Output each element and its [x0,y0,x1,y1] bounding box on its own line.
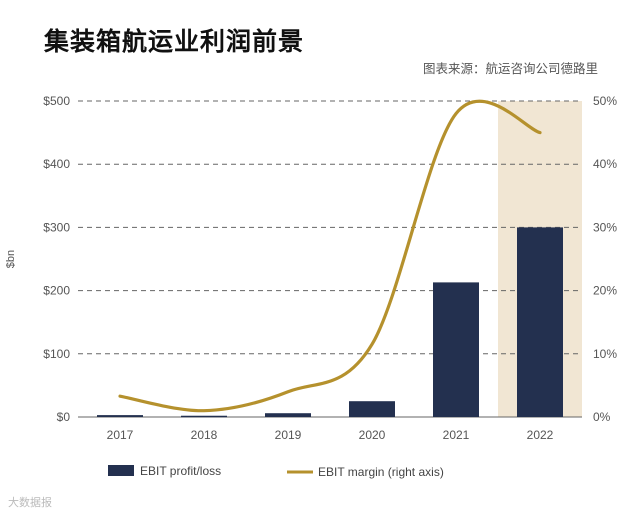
legend-bar-label: EBIT profit/loss [140,464,221,478]
y-tick-label: $0 [57,410,71,424]
bar [517,227,563,417]
y2-tick-label: 50% [593,94,617,108]
bar [97,415,143,417]
x-tick-label: 2021 [443,428,470,442]
watermark: 大数据报 [8,496,52,509]
y-tick-label: $300 [43,220,70,234]
legend-bar-swatch [108,465,134,476]
x-tick-label: 2022 [527,428,554,442]
y2-tick-label: 10% [593,347,617,361]
legend-line-label: EBIT margin (right axis) [318,465,444,479]
x-tick-label: 2019 [275,428,302,442]
source-note: 图表来源：航运咨询公司德路里 [423,61,599,76]
y-tick-label: $400 [43,157,70,171]
y-tick-label: $500 [43,94,70,108]
y2-tick-label: 20% [593,284,617,298]
margin-line [118,99,542,413]
y2-tick-label: 40% [593,157,617,171]
y-axis-label: $bn [5,250,17,268]
bar [349,401,395,417]
x-tick-label: 2020 [359,428,386,442]
page-title: 集装箱航运业利润前景 [44,27,305,56]
y2-tick-label: 30% [593,220,617,234]
bar [433,282,479,417]
y-tick-label: $100 [43,347,70,361]
bar [265,413,311,417]
x-tick-label: 2017 [107,428,134,442]
x-tick-label: 2018 [191,428,218,442]
y2-tick-label: 0% [593,410,611,424]
y-tick-label: $200 [43,284,70,298]
bar [181,415,227,418]
